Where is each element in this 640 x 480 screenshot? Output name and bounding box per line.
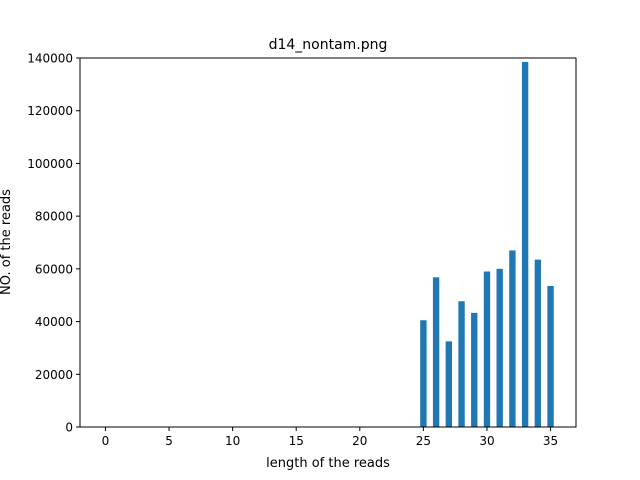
bar-26 — [432, 277, 440, 427]
y-tick-label: 60000 — [35, 262, 73, 276]
bar-29 — [471, 312, 478, 427]
bar-25 — [420, 320, 427, 427]
bar-34 — [534, 259, 542, 427]
y-axis-label: NO. of the reads — [0, 189, 14, 295]
x-tick-label: 20 — [352, 434, 367, 448]
x-tick-label: 15 — [289, 434, 304, 448]
x-tick-label: 0 — [102, 434, 110, 448]
x-tick-label: 25 — [416, 434, 431, 448]
bar-28 — [458, 301, 465, 427]
y-tick-label: 100000 — [27, 157, 73, 171]
chart-title: d14_nontam.png — [269, 37, 388, 53]
plot-frame — [79, 57, 577, 428]
y-axis: 0 20000 40000 60000 80000 100000 120000 140000 — [27, 52, 80, 435]
bar-30 — [483, 271, 491, 427]
y-tick-label: 140000 — [27, 52, 73, 66]
y-tick-label: 20000 — [35, 368, 73, 382]
x-tick-label: 35 — [543, 434, 558, 448]
y-tick-label: 80000 — [35, 210, 73, 224]
bars-group — [420, 61, 554, 427]
bar-32 — [509, 250, 516, 427]
x-tick-label: 30 — [479, 434, 494, 448]
bar-27 — [445, 341, 452, 427]
bar-31 — [496, 268, 503, 427]
bar-35 — [547, 285, 554, 427]
y-tick-label: 40000 — [35, 315, 73, 329]
x-axis-label: length of the reads — [266, 456, 390, 471]
y-tick-label: 0 — [65, 421, 73, 435]
bar-33 — [521, 61, 529, 427]
x-axis: 0 5 10 15 20 25 30 35 — [102, 427, 558, 448]
x-tick-label: 5 — [165, 434, 173, 448]
x-tick-label: 10 — [225, 434, 240, 448]
y-tick-label: 120000 — [27, 104, 73, 118]
